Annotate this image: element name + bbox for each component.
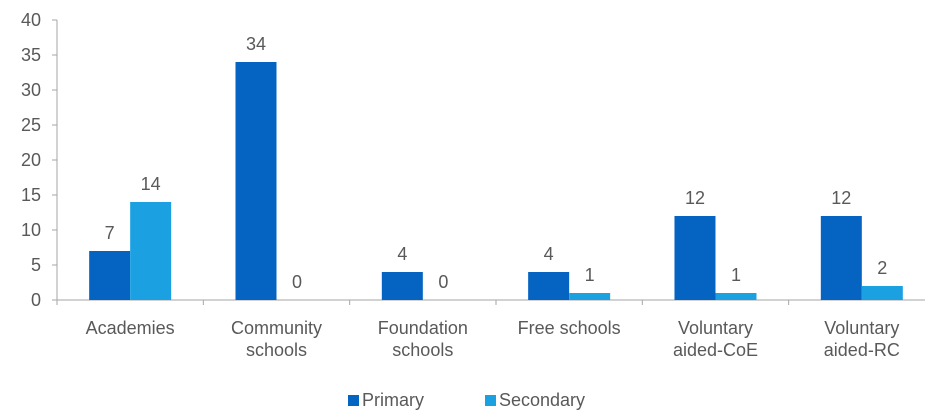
data-label: 0: [292, 272, 302, 292]
data-label: 2: [877, 258, 887, 278]
data-label: 12: [831, 188, 851, 208]
y-tick-label: 30: [21, 80, 41, 100]
bar-secondary: [569, 293, 611, 300]
category-label: Free schools: [518, 318, 621, 338]
bar-primary: [381, 272, 423, 300]
legend-label-primary: Primary: [362, 390, 424, 410]
legend-swatch-secondary: [485, 395, 496, 406]
bar-primary: [89, 251, 131, 300]
legend-label-secondary: Secondary: [499, 390, 585, 410]
y-tick-label: 40: [21, 10, 41, 30]
bar-primary: [528, 272, 570, 300]
y-tick-label: 25: [21, 115, 41, 135]
chart-bars: [89, 62, 903, 300]
data-label: 14: [141, 174, 161, 194]
y-tick-label: 20: [21, 150, 41, 170]
y-tick-label: 35: [21, 45, 41, 65]
bar-primary: [820, 216, 862, 300]
category-label: Voluntary aided-RC: [824, 318, 900, 360]
bar-secondary: [715, 293, 757, 300]
bar-primary: [235, 62, 277, 300]
bar-secondary: [861, 286, 903, 300]
category-label: Academies: [86, 318, 175, 338]
bar-secondary: [130, 202, 172, 300]
bar-primary: [674, 216, 716, 300]
data-label: 1: [585, 265, 595, 285]
y-tick-label: 5: [31, 255, 41, 275]
y-tick-label: 10: [21, 220, 41, 240]
data-label: 4: [397, 244, 407, 264]
data-label: 7: [105, 223, 115, 243]
y-tick-label: 15: [21, 185, 41, 205]
y-tick-label: 0: [31, 290, 41, 310]
data-label: 1: [731, 265, 741, 285]
data-label: 34: [246, 34, 266, 54]
category-label: Foundation schools: [378, 318, 468, 360]
data-label: 12: [685, 188, 705, 208]
data-label: 4: [544, 244, 554, 264]
category-label: Voluntary aided-CoE: [673, 318, 758, 360]
chart-legend: Primary Secondary: [348, 390, 585, 410]
category-label: Community schools: [231, 318, 322, 360]
data-label: 0: [438, 272, 448, 292]
legend-swatch-primary: [348, 395, 359, 406]
